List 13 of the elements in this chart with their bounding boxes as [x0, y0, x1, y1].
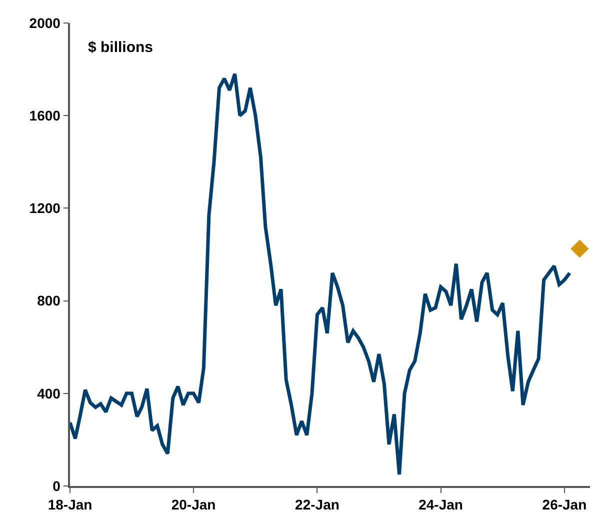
x-tick-label: 26-Jan: [542, 496, 587, 512]
y-tick-label: 800: [37, 292, 61, 309]
y-tick-label: 0: [52, 478, 61, 494]
x-tick-label: 22-Jan: [295, 496, 340, 512]
line-series: [70, 72, 572, 476]
y-tick-label: 1200: [29, 200, 61, 216]
x-tick-label: 18-Jan: [48, 496, 92, 512]
x-tick-label: 20-Jan: [171, 496, 216, 512]
x-tick-label: 24-Jan: [418, 496, 463, 512]
y-tick-label: 1600: [29, 108, 61, 124]
y-tick-label: 2000: [29, 14, 61, 31]
y-tick-label: 400: [37, 385, 61, 402]
y-axis-title: $ billions: [88, 39, 154, 56]
